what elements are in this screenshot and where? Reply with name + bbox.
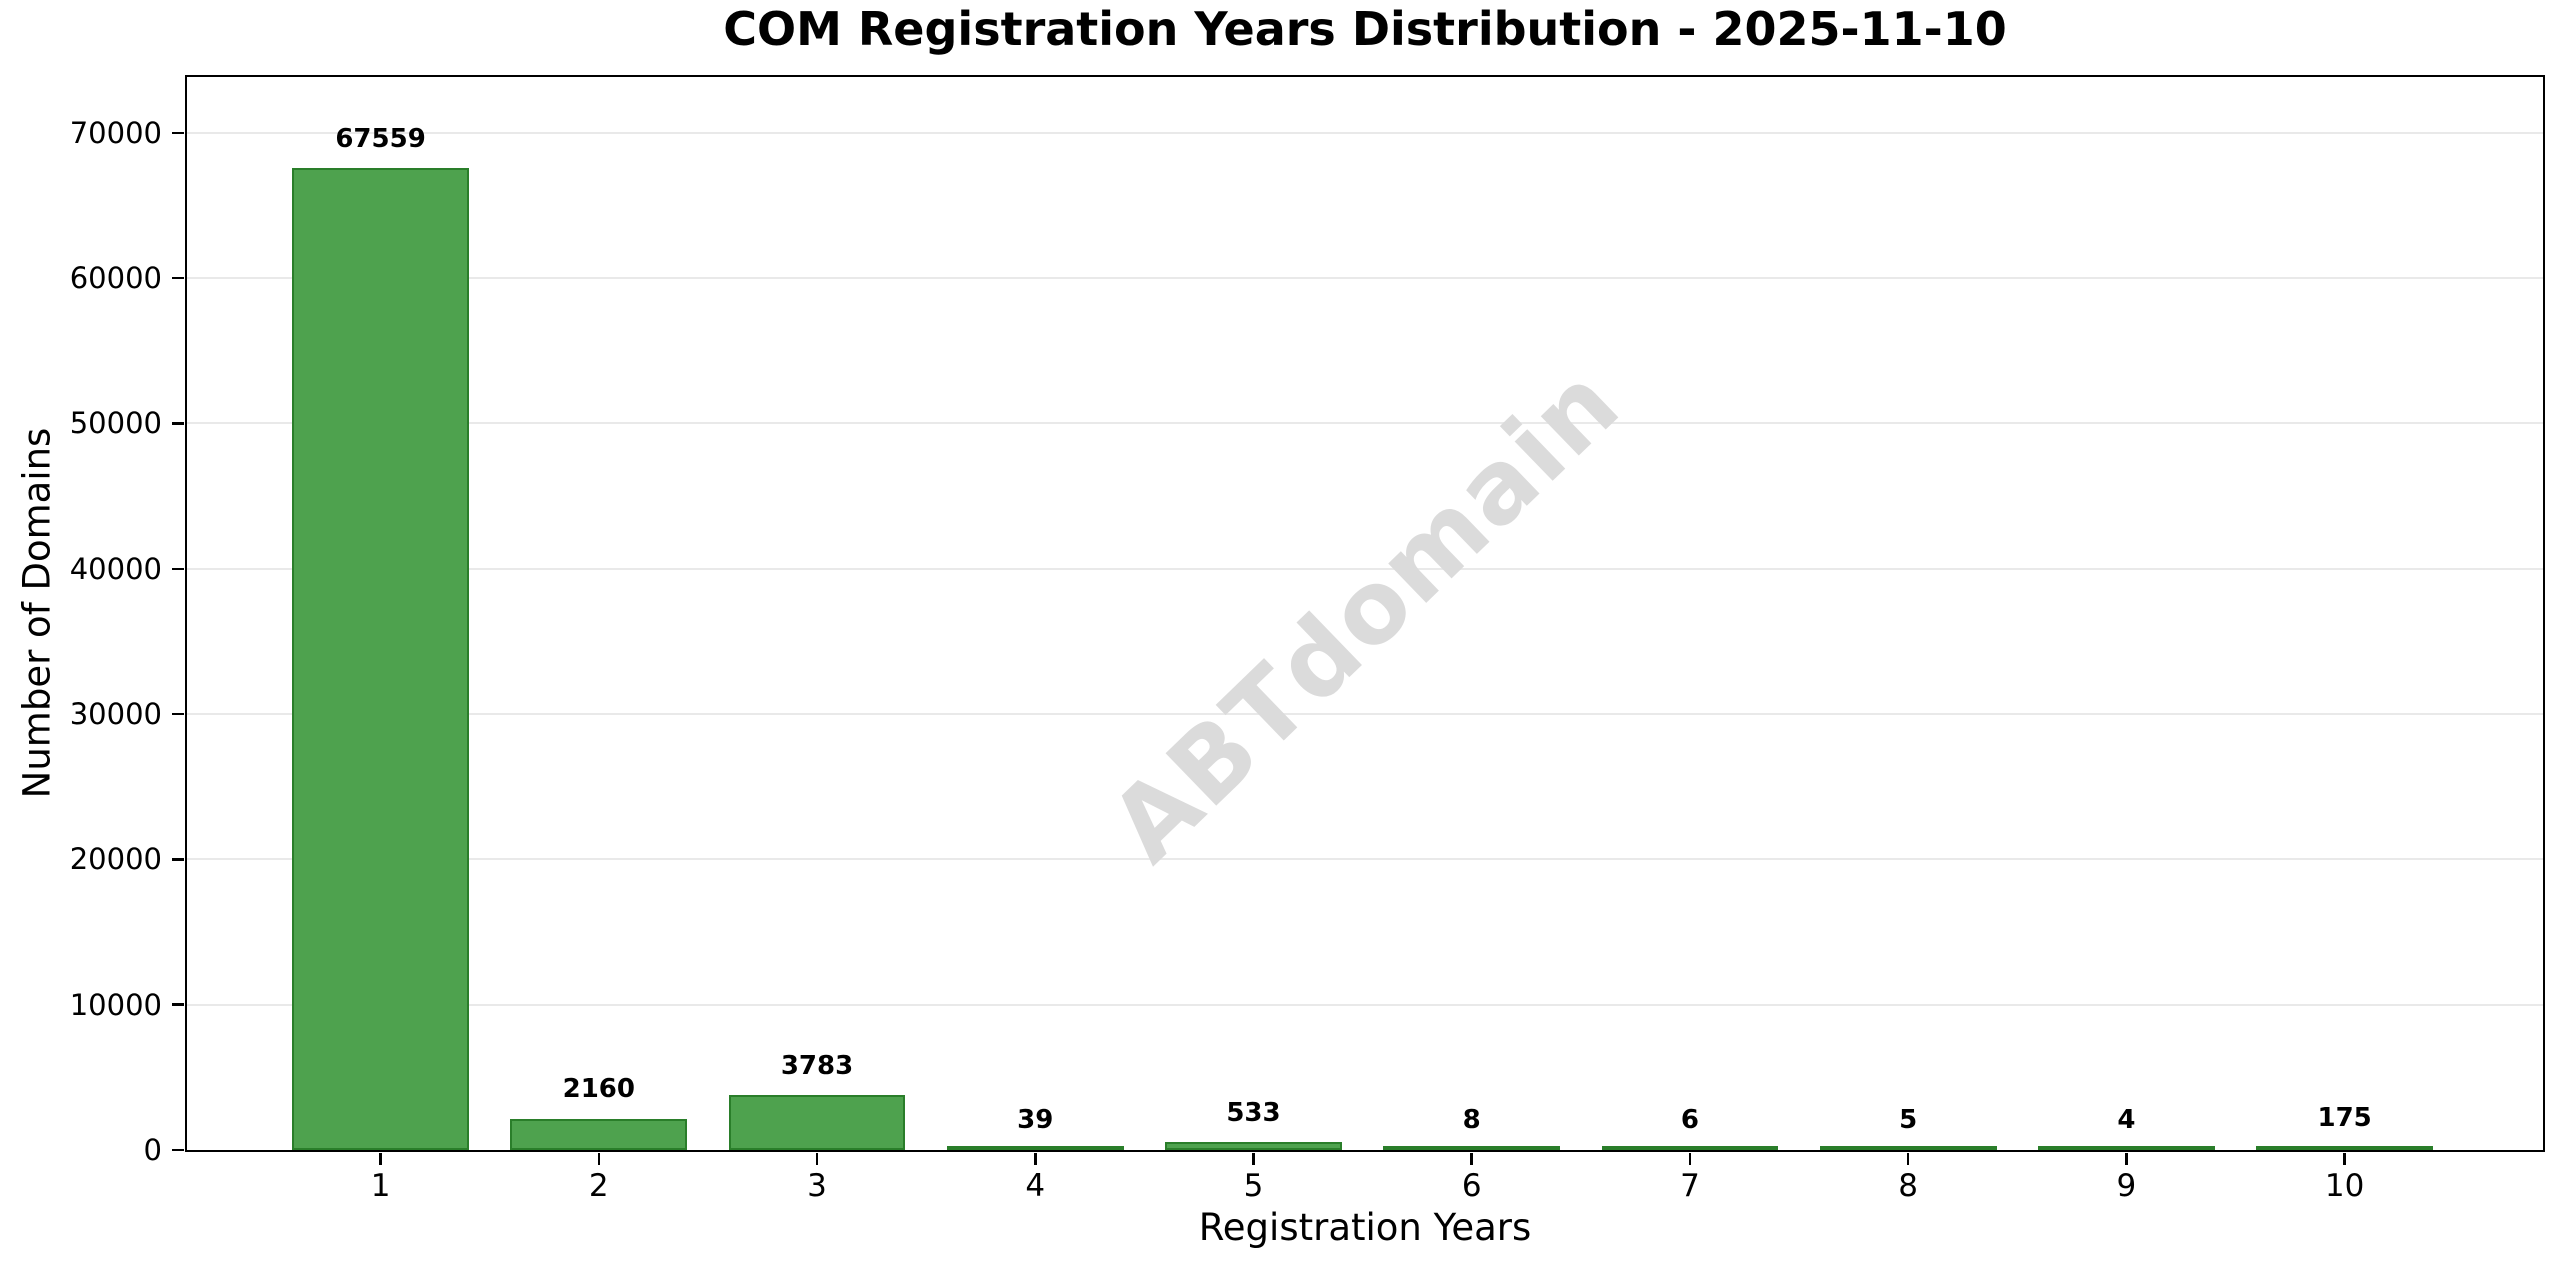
bar-value-label: 8 (1462, 1105, 1481, 1136)
y-axis-tick (172, 712, 184, 716)
plot-area: ABTdomain 0 10000 20000 30000 40000 50000 6000… (70, 75, 2545, 1203)
y-axis-tick (172, 858, 184, 861)
x-axis-tick (1906, 1152, 1910, 1165)
bar-value-label: 175 (2317, 1102, 2372, 1133)
y-axis-tick (172, 1148, 184, 1152)
bar-year-10 (2256, 1146, 2433, 1150)
x-tick-label: 10 (2324, 1168, 2365, 1204)
bar-year-8 (1819, 1146, 1997, 1150)
bar-year-4 (946, 1146, 1124, 1150)
bar-year-9 (2038, 1146, 2215, 1150)
bar-year-7 (1601, 1146, 1779, 1150)
x-axis-tick (1688, 1152, 1692, 1165)
y-tick-label: 60000 (69, 261, 162, 296)
x-tick-label: 9 (2116, 1168, 2137, 1204)
x-tick-label: 5 (1243, 1168, 1264, 1204)
x-axis-tick (815, 1152, 819, 1165)
y-axis-tick (172, 276, 184, 280)
bar-year-3 (728, 1095, 906, 1150)
x-tick-label: 7 (1680, 1168, 1700, 1204)
y-tick-label: 0 (143, 1133, 162, 1167)
y-tick-label: 70000 (69, 115, 162, 150)
y-tick-label: 50000 (69, 406, 162, 441)
bar-value-label: 5 (1899, 1105, 1918, 1136)
y-axis-tick (172, 567, 184, 570)
x-axis-tick (2343, 1152, 2346, 1165)
chart-title: COM Registration Years Distribution - 20… (723, 2, 2007, 56)
y-gridline (187, 277, 2543, 280)
x-axis-tick (597, 1152, 601, 1165)
bar-value-label: 533 (1226, 1097, 1281, 1128)
x-axis-tick (1470, 1152, 1473, 1165)
y-axis-tick (172, 1003, 184, 1006)
bar-value-label: 39 (1017, 1104, 1054, 1135)
y-gridline (187, 422, 2543, 425)
bar-year-5 (1165, 1142, 1342, 1150)
x-axis-tick (1252, 1152, 1255, 1165)
y-tick-label: 30000 (69, 697, 162, 732)
bar-year-6 (1383, 1146, 1561, 1150)
x-tick-label: 4 (1025, 1168, 1046, 1204)
y-axis-label: Number of Domains (15, 427, 59, 799)
x-axis-tick (2125, 1152, 2128, 1165)
y-tick-label: 20000 (69, 842, 162, 877)
x-tick-label: 2 (588, 1168, 609, 1204)
bar-year-2 (510, 1118, 688, 1150)
x-axis-tick (1034, 1152, 1037, 1165)
bar-year-1 (292, 168, 469, 1150)
y-gridline (187, 567, 2543, 570)
bar-value-label: 67559 (335, 123, 426, 154)
y-axis-tick (172, 422, 184, 425)
bar-value-label: 4 (2117, 1105, 2136, 1136)
x-tick-label: 6 (1461, 1168, 1482, 1204)
y-gridline (187, 713, 2543, 716)
x-tick-label: 3 (807, 1168, 827, 1204)
x-axis-tick (379, 1152, 382, 1165)
x-tick-label: 8 (1898, 1168, 1919, 1204)
y-gridline (187, 131, 2543, 134)
bar-value-label: 6 (1680, 1105, 1699, 1136)
y-gridline (187, 858, 2543, 861)
x-axis-label: Registration Years (1198, 1206, 1532, 1249)
y-tick-label: 10000 (69, 987, 162, 1022)
x-tick-label: 1 (370, 1168, 391, 1204)
y-tick-label: 40000 (69, 551, 162, 586)
bar-value-label: 3783 (780, 1050, 854, 1081)
y-gridline (187, 1003, 2543, 1006)
y-axis-tick (172, 131, 184, 135)
bar-value-label: 2160 (562, 1074, 635, 1105)
